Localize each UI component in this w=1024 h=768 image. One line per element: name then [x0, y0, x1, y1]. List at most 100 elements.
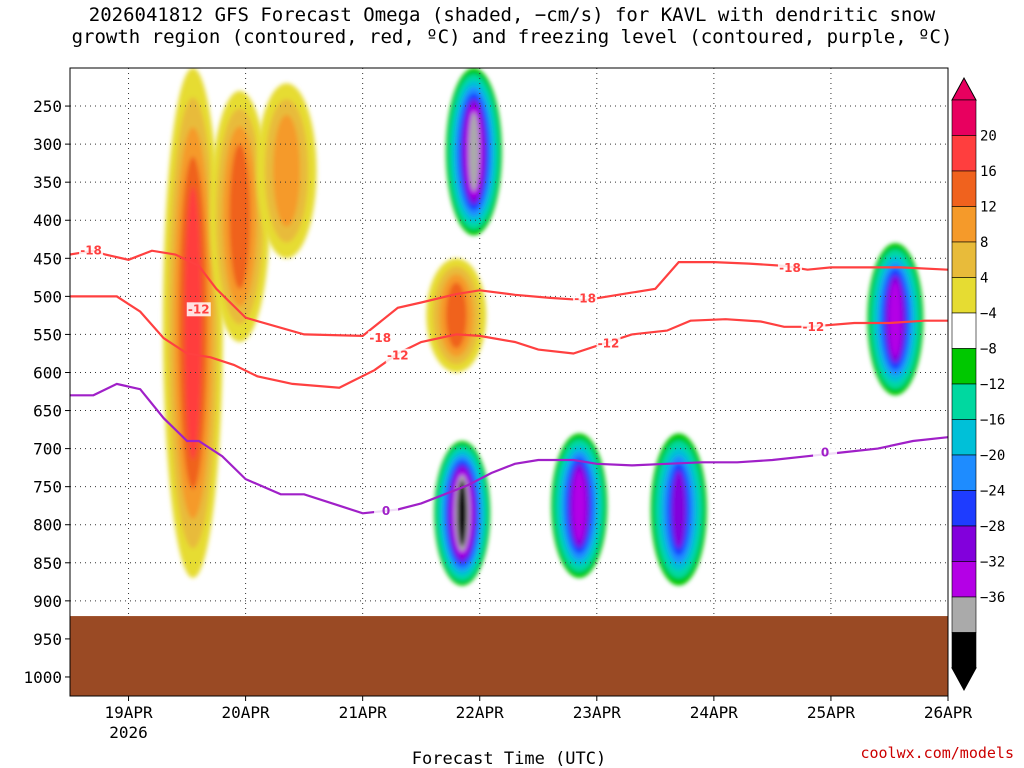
contour-label-bg: [813, 445, 838, 460]
y-tick-label: 650: [33, 402, 62, 421]
contour-label-bg: [368, 331, 393, 346]
x-tick-label: 24APR: [690, 703, 739, 722]
colorbar-label: −12: [980, 377, 1005, 393]
contour-label: -18: [574, 292, 596, 306]
omega-feature-rising: [209, 90, 270, 343]
colorbar-segment: [951, 490, 977, 527]
contour-label: 0: [382, 504, 390, 518]
omega-feature-sinking: [551, 433, 608, 578]
colorbar-segment: [951, 241, 977, 278]
colorbar-label: 20: [980, 129, 997, 145]
omega-level: [273, 114, 300, 227]
contour-label: -12: [387, 349, 409, 363]
contour-label: -12: [188, 302, 210, 316]
colorbar-segment: [951, 312, 977, 349]
chart-title-line-1: 2026041812 GFS Forecast Omega (shaded, −…: [88, 4, 936, 26]
y-tick-label: 250: [33, 97, 62, 116]
y-tick-label: 550: [33, 325, 62, 344]
colorbar-segment: [951, 632, 977, 669]
colorbar-label: −32: [980, 555, 1005, 571]
omega-feature-sinking: [867, 243, 924, 396]
colorbar-label: −20: [980, 448, 1005, 464]
omega-shading: [162, 68, 924, 586]
colorbar-label: −16: [980, 413, 1005, 429]
contour-label-bg: [801, 319, 826, 334]
y-tick-label: 400: [33, 211, 62, 230]
colorbar-segment: [951, 561, 977, 598]
colorbar-segment: [951, 170, 977, 207]
y-tick-label: 500: [33, 287, 62, 306]
omega-feature-rising: [426, 258, 487, 373]
colorbar-segment: [951, 348, 977, 385]
x-tick-label: 26APR: [924, 703, 973, 722]
y-tick-label: 950: [33, 630, 62, 649]
omega-level: [889, 282, 902, 357]
colorbar-label: −4: [980, 306, 997, 322]
contour-label-bg: [385, 348, 410, 363]
omega-level: [229, 144, 251, 289]
contour-label: -18: [779, 261, 801, 275]
omega-level: [445, 282, 467, 349]
omega-feature-sinking: [650, 433, 707, 586]
colorbar-label: 12: [980, 200, 997, 216]
omega-level: [457, 480, 467, 547]
contour-label-bg: [777, 261, 802, 276]
colorbar-segment: [951, 206, 977, 243]
colorbar-label: 16: [980, 164, 997, 180]
colorbar-segment: [951, 596, 977, 633]
contour-label: -18: [80, 244, 102, 258]
y-tick-label: 350: [33, 173, 62, 192]
x-tick-label: 19APR: [104, 703, 153, 722]
colorbar-top-arrow: [951, 76, 977, 101]
chart-title-line-2: growth region (contoured, red, ºC) and f…: [71, 26, 953, 48]
y-tick-label: 300: [33, 135, 62, 154]
contour-label-bg: [186, 302, 211, 317]
contour-label-bg: [79, 243, 104, 258]
omega-level: [184, 186, 202, 460]
contour-label: -18: [369, 331, 391, 345]
colorbar-bottom-arrow: [951, 667, 977, 692]
axes: 250 300 350 400 450 500 550 600 650 700 750 800 850 9…: [23, 67, 973, 722]
y-tick-label: 800: [33, 516, 62, 535]
colorbar-label: −36: [980, 590, 1005, 606]
y-tick-label: 850: [33, 554, 62, 573]
y-tick-label: 750: [33, 478, 62, 497]
omega-level: [573, 470, 586, 541]
colorbar-segment: [951, 419, 977, 456]
credit-link[interactable]: coolwx.com/models: [860, 744, 1014, 762]
omega-feature-rising: [256, 83, 317, 259]
colorbar-label: −28: [980, 519, 1005, 535]
colorbar-segment: [951, 135, 977, 172]
colorbar-segment: [951, 454, 977, 491]
colorbar-label: −24: [980, 484, 1005, 500]
x-axis-title: Forecast Time (UTC): [412, 749, 606, 768]
x-tick-label: 25APR: [807, 703, 856, 722]
colorbar-label: −8: [980, 342, 997, 358]
x-tick-label: 20APR: [222, 703, 271, 722]
colorbar-segment: [951, 277, 977, 314]
surface-ground: [70, 616, 948, 696]
x-tick-label: 21APR: [339, 703, 388, 722]
y-tick-label: 900: [33, 592, 62, 611]
colorbar-label: 8: [980, 235, 988, 251]
contour-label-bg: [374, 504, 399, 519]
contour-label: 0: [821, 445, 829, 459]
colorbar-segment: [951, 525, 977, 562]
dgz-isotherm-line: [70, 295, 948, 389]
omega-feature-rising: [162, 68, 223, 579]
chart-title: 2026041812 GFS Forecast Omega (shaded, −…: [0, 4, 1024, 48]
colorbar-segment: [951, 99, 977, 136]
isotherm-contours: -18 -18 -18 -18 -12 -12 -12 -12 0 0: [70, 243, 948, 519]
x-tick-label: 23APR: [573, 703, 622, 722]
y-tick-label: 1000: [23, 668, 62, 687]
y-tick-label: 700: [33, 440, 62, 459]
colorbar-label: 4: [980, 271, 988, 287]
omega-feature-sinking: [434, 441, 491, 586]
freezing-level-line: [70, 382, 948, 515]
x-year-label: 2026: [109, 723, 148, 742]
y-tick-label: 600: [33, 363, 62, 382]
contour-label-bg: [596, 336, 621, 351]
omega-level: [468, 112, 480, 192]
below-ground-mask: [70, 616, 948, 696]
